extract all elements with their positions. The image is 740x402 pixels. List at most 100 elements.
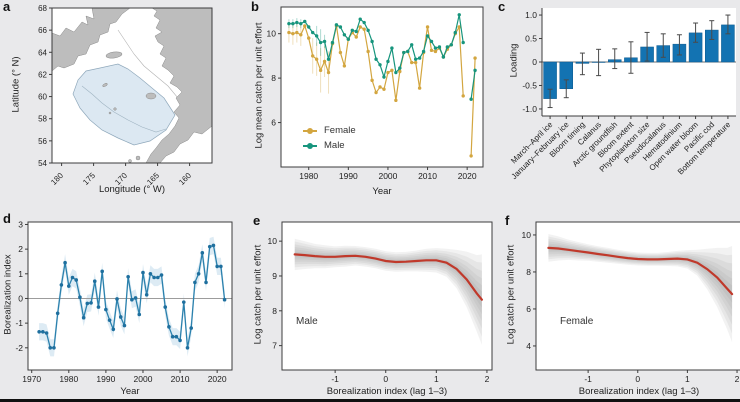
- uncertainty-band: [294, 241, 482, 337]
- data-point-male: [457, 13, 461, 17]
- uncertainty-band: [548, 234, 733, 343]
- legend-label-female: Female: [324, 125, 356, 136]
- data-point: [219, 264, 223, 269]
- data-point: [204, 280, 208, 285]
- y-axis-label-f: Log catch per unit effort: [505, 244, 517, 345]
- data-point-male: [366, 28, 370, 33]
- tick-label: 1970: [22, 374, 41, 384]
- data-point: [215, 264, 219, 269]
- data-point-female: [370, 78, 374, 83]
- data-point-female: [366, 49, 370, 54]
- y-axis-label-b: Log mean catch per unit effort: [253, 22, 265, 149]
- data-point-male: [326, 57, 331, 61]
- data-point: [130, 297, 134, 302]
- data-point-male: [318, 40, 323, 45]
- tick-label: 2000: [134, 374, 153, 384]
- legend-marker-male: [303, 142, 317, 149]
- plot-area: [536, 222, 740, 370]
- data-point-male: [322, 39, 327, 44]
- data-point-male: [394, 70, 398, 75]
- data-point-male: [421, 49, 426, 54]
- data-point: [89, 301, 93, 305]
- data-point: [185, 346, 190, 350]
- data-point: [122, 323, 127, 328]
- data-point-female: [374, 90, 378, 95]
- uncertainty-band: [294, 251, 482, 308]
- tick-label: -1: [331, 374, 339, 384]
- data-point-female: [413, 60, 418, 65]
- data-point: [137, 312, 142, 317]
- data-point: [144, 292, 149, 297]
- legend-item-female: Female: [303, 123, 356, 138]
- data-point-male: [398, 66, 402, 70]
- data-point-male: [433, 46, 438, 50]
- data-point-male: [378, 63, 382, 67]
- data-point-female: [417, 86, 422, 90]
- plot-frame: [280, 6, 484, 168]
- data-point: [78, 295, 82, 300]
- data-point-male: [406, 49, 410, 54]
- bottom-border: [0, 399, 740, 402]
- data-point: [92, 279, 97, 284]
- uncertainty-band: [294, 244, 482, 329]
- x-axis-label-f: Borealization index (lag 1–3): [578, 386, 700, 397]
- tick-label: 56: [38, 137, 47, 146]
- tick-label: 0: [383, 374, 388, 384]
- tick-label: 2: [735, 374, 740, 384]
- y-axis-label-c: Loading: [508, 43, 520, 78]
- data-point: [181, 300, 186, 304]
- legend-item-male: Male: [303, 138, 356, 153]
- tick-label: 8: [526, 267, 531, 277]
- data-point: [104, 307, 108, 312]
- tick-label: 10: [268, 236, 278, 246]
- data-point: [211, 243, 216, 248]
- data-point-male: [338, 25, 343, 29]
- data-point-male: [402, 50, 406, 55]
- tick-label: -0.5: [522, 80, 537, 90]
- data-point: [193, 280, 197, 285]
- data-point: [107, 318, 112, 322]
- island-pribilof: [113, 107, 117, 111]
- data-point-male: [299, 21, 303, 26]
- island-st-lawrence: [105, 51, 123, 59]
- y-axis-label-a: Latitude (° N): [10, 56, 22, 113]
- survey-area: [72, 63, 176, 146]
- smooth-line: [293, 253, 483, 301]
- data-point-female: [322, 59, 327, 64]
- uncertainty-band: [294, 247, 482, 321]
- tick-label: 0: [635, 374, 640, 384]
- data-point-female: [291, 31, 295, 36]
- data-point: [189, 326, 193, 330]
- island-pribilof-2: [108, 111, 112, 115]
- tick-label: 3: [18, 219, 23, 229]
- landmass-chukotka: [52, 8, 131, 72]
- tick-label: 1980: [299, 171, 318, 181]
- data-point-male: [417, 56, 422, 60]
- data-point-female: [386, 70, 390, 75]
- data-point: [167, 325, 171, 329]
- data-point-female: [398, 69, 402, 74]
- data-point-male: [314, 34, 319, 38]
- tick-label: 54: [38, 159, 47, 168]
- data-point-male: [413, 57, 418, 61]
- data-point-male: [291, 21, 295, 26]
- tick-label: 8: [272, 306, 277, 316]
- data-point-male: [362, 20, 366, 25]
- island-aleutian-2: [128, 159, 132, 163]
- data-point-male: [303, 19, 307, 24]
- tick-label: 2020: [208, 374, 227, 384]
- tick-label: 68: [38, 4, 47, 13]
- x-axis-label-a: Longitude (° W): [98, 184, 166, 195]
- data-point-male: [437, 45, 442, 49]
- data-point-male: [374, 57, 378, 61]
- data-point: [133, 296, 138, 300]
- tick-label: 0: [18, 293, 23, 303]
- data-point-male: [429, 39, 434, 44]
- data-point: [67, 284, 71, 288]
- data-point: [52, 346, 56, 350]
- data-point: [118, 315, 123, 319]
- data-point-female: [303, 24, 307, 28]
- uncertainty-band: [548, 239, 733, 325]
- data-point-female: [473, 56, 477, 60]
- data-point-female: [338, 50, 343, 55]
